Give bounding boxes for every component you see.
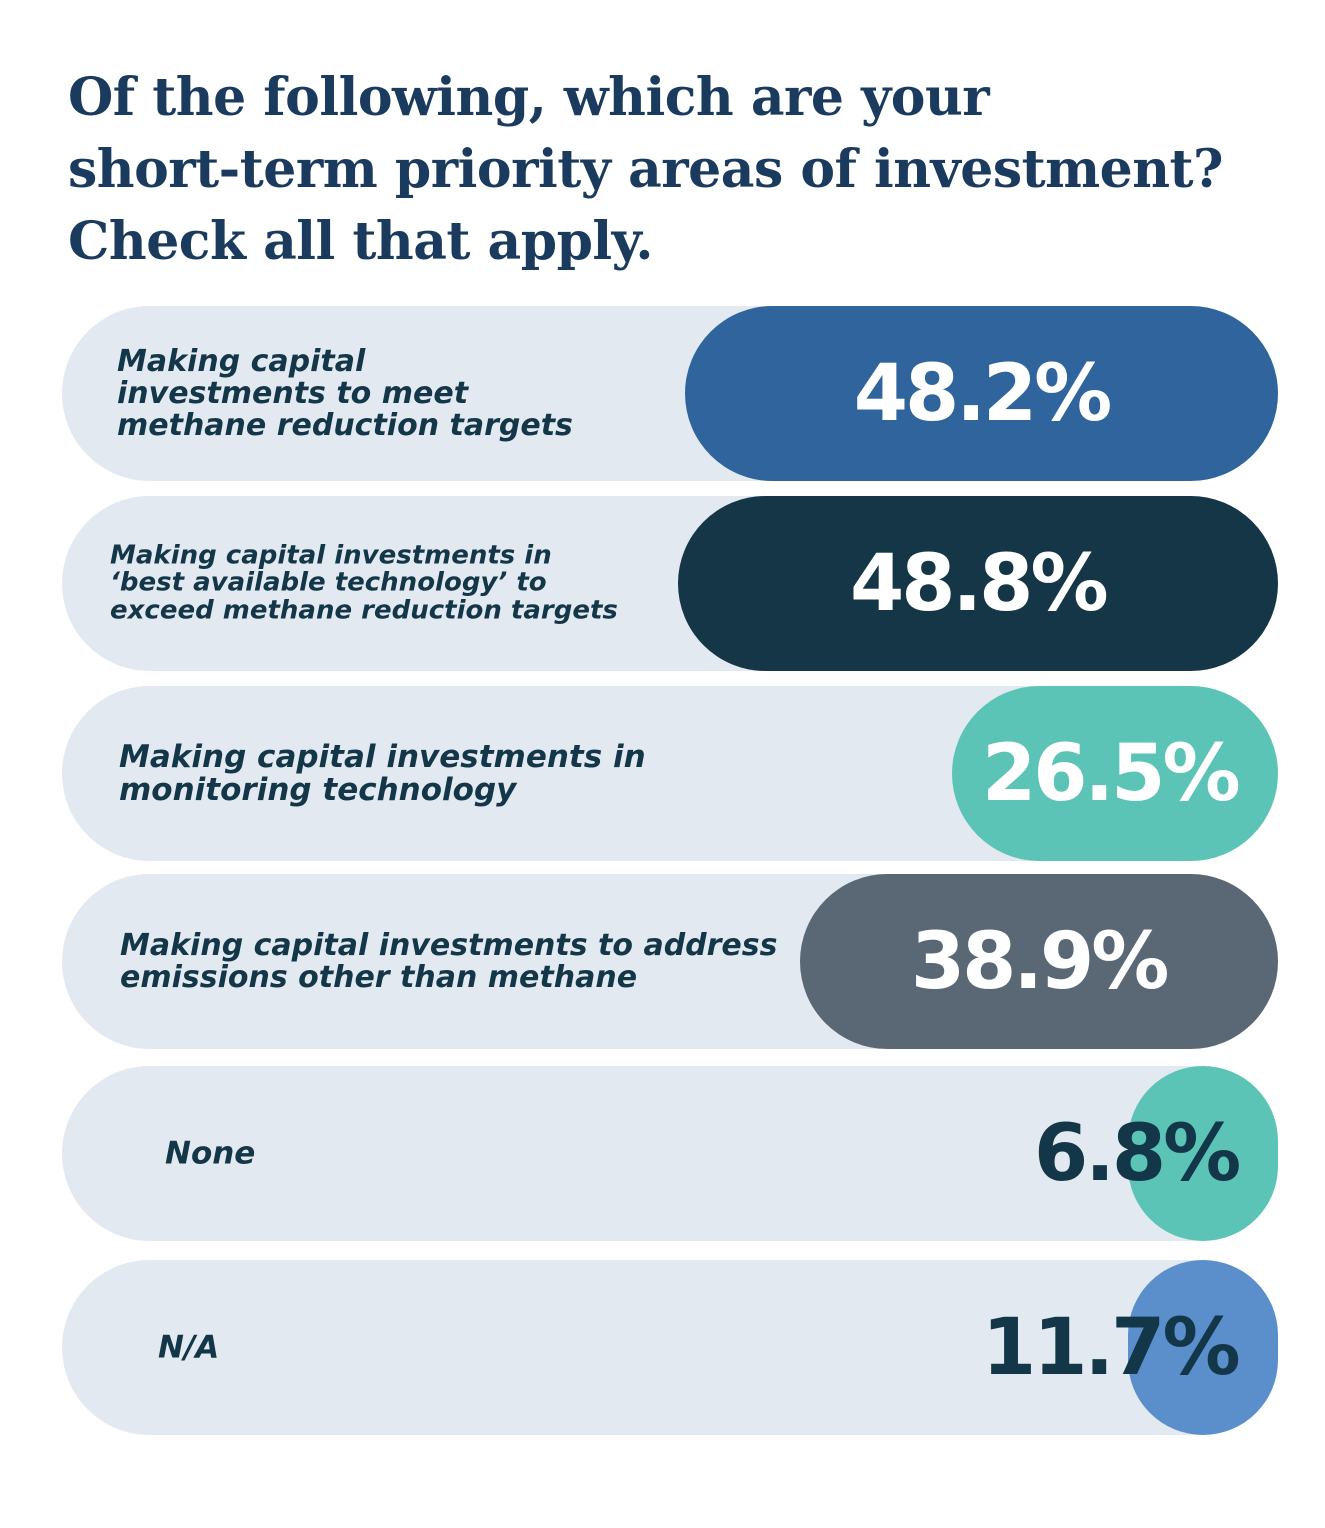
data-label: 48.8% [850, 538, 1109, 629]
chart-title-line: short-term priority areas of investment? [68, 139, 1224, 200]
bar-track [62, 1066, 1278, 1241]
bar-label: Making capital investments in monitoring … [119, 740, 646, 806]
bar-label-line: ‘best available technology’ to [110, 567, 547, 598]
chart-title: Of the following, which are your short-t… [68, 62, 1268, 278]
bar-label: Making capital investments to address emi… [120, 929, 778, 993]
bar [678, 496, 1278, 671]
chart-title-line: Check all that apply. [68, 211, 654, 272]
bar-row: None 6.8% [62, 1066, 1278, 1241]
bar-label-line: methane reduction targets [117, 407, 573, 443]
bar-label-line: Making capital investments in [119, 738, 646, 775]
data-label: 38.9% [910, 916, 1170, 1007]
bar-label: Making capital investments in ‘best avail… [110, 539, 618, 626]
bar-row: Making capital investments to meet methane… [62, 306, 1278, 481]
bar-label-line: Making capital investments to address [120, 927, 778, 963]
bar [1128, 1066, 1278, 1241]
bar [799, 874, 1278, 1049]
bar-track [62, 1260, 1278, 1435]
bar [685, 306, 1278, 481]
data-label: 6.8% [1034, 1108, 1241, 1199]
bar-row: Making capital investments in monitoring … [62, 686, 1278, 861]
bar-label-line: None [165, 1134, 256, 1171]
bar-label: N/A [158, 1328, 220, 1365]
bar [1128, 1260, 1278, 1435]
data-label: 48.2% [853, 348, 1113, 439]
bar-row: Making capital investments to address emi… [62, 874, 1278, 1049]
bar-label-line: Making capital investments in [110, 539, 552, 570]
bar-label-line: exceed methane reduction targets [110, 595, 618, 626]
bar-label-line: emissions other than methane [120, 959, 638, 995]
data-label: 26.5% [982, 728, 1241, 819]
bar-label-line: Making capital [117, 343, 366, 379]
bar-label: Making capital investments to meet methane… [117, 345, 573, 441]
bar [952, 686, 1278, 861]
bar-row: Making capital investments in ‘best avail… [62, 496, 1278, 671]
bar-label-line: investments to meet [117, 375, 469, 411]
data-label: 11.7% [982, 1302, 1241, 1393]
bar-label-line: monitoring technology [119, 771, 517, 808]
bar-label-line: N/A [158, 1328, 220, 1365]
bar-label: None [165, 1134, 256, 1171]
chart-title-line: Of the following, which are your [68, 67, 990, 128]
bar-row: N/A 11.7% [62, 1260, 1278, 1435]
